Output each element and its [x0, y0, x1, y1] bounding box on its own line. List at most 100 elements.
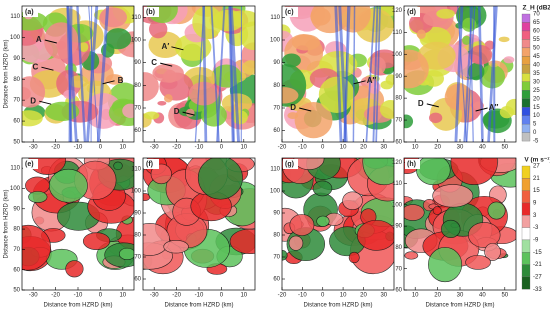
x-tick-label: 10 [119, 293, 126, 299]
colorbar-segment [521, 215, 531, 228]
annotation-arrow [353, 80, 366, 85]
echo-blob [294, 102, 333, 139]
panel-label: (f) [146, 161, 153, 168]
annotation-arrow [299, 107, 312, 112]
y-tick-label: 100 [392, 52, 403, 58]
echo-blob [484, 243, 501, 261]
x-tick-label: 30 [380, 145, 387, 151]
colorbar-tick-label: 0 [533, 130, 537, 136]
y-tick-label: 80 [273, 83, 280, 89]
annotation: C [33, 62, 39, 71]
radial-streak [352, 6, 356, 142]
y-tick-label: 110 [131, 15, 141, 21]
radial-streak [66, 6, 73, 142]
x-tick-label: -10 [195, 293, 204, 299]
y-tick-label: 90 [134, 60, 141, 66]
echo-blob [462, 35, 471, 46]
x-tick-label: 20 [434, 293, 441, 299]
annotation-arrow [475, 107, 488, 112]
x-tick-label: 0 [220, 293, 224, 299]
radial-streak [229, 6, 241, 142]
colorbar-tick-label: -33 [533, 287, 542, 293]
echo-blob [362, 158, 394, 186]
echo-blob [201, 103, 227, 127]
x-tick-label: 50 [501, 145, 508, 151]
colorbar-tick-label: 3 [533, 213, 537, 219]
annotation-arrow [426, 103, 439, 108]
y-tick-label: 100 [131, 189, 142, 195]
echo-blob [404, 251, 419, 260]
echo-blob [416, 158, 451, 186]
echo-blob [380, 80, 394, 90]
colorbar-tick-label: 15 [533, 105, 540, 111]
colorbar-segment [521, 90, 531, 99]
radial-streak [465, 6, 476, 142]
echo-blob [432, 184, 474, 208]
panel-label-bg [23, 159, 38, 169]
radial-streak [96, 6, 110, 142]
y-tick-label: 70 [395, 266, 402, 272]
colorbar-tick-label: -21 [533, 262, 542, 268]
colorbar-tick-label: 15 [533, 188, 540, 194]
echo-blob [379, 99, 394, 119]
echo-blob [293, 158, 325, 171]
colorbar-tick-label: 40 [533, 62, 540, 68]
echo-blob [428, 112, 443, 124]
y-tick-label: 90 [13, 206, 20, 212]
colorbar-segment [521, 13, 531, 23]
annotation-arrow [39, 100, 52, 105]
x-tick-label: 20 [360, 145, 367, 151]
radial-streak [88, 6, 99, 142]
x-tick-label: 50 [501, 293, 508, 299]
y-tick-label: 100 [131, 38, 142, 44]
y-tick-label: 60 [134, 128, 141, 134]
echo-blob [465, 255, 491, 270]
y-tick-label: 70 [13, 98, 20, 104]
echo-blob [404, 204, 425, 221]
annotation-arrow [182, 111, 195, 116]
y-axis-label: Distance from HZRD (km) [4, 189, 10, 258]
echo-blob [467, 222, 501, 248]
x-tick-label: 40 [479, 145, 486, 151]
annotation: A [36, 35, 42, 44]
echo-blob [143, 223, 170, 256]
colorbar-tick-label: 25 [533, 88, 540, 94]
echo-blob [416, 29, 426, 39]
y-tick-label: 90 [395, 224, 402, 230]
echo-blob [79, 42, 89, 53]
y-tick-label: 80 [134, 83, 141, 89]
y-tick-label: 60 [273, 277, 280, 283]
echo-blob [436, 8, 455, 19]
y-tick-label: 70 [13, 247, 20, 253]
radar-field [282, 6, 394, 142]
x-tick-label: -10 [74, 293, 83, 299]
colorbar-tick-label: -9 [533, 237, 539, 243]
y-tick-label: 80 [13, 77, 20, 83]
x-axis-label: Distance from HZRD (km) [425, 303, 494, 309]
y-tick-label: 60 [395, 140, 402, 146]
y-tick-label: 70 [134, 255, 141, 261]
panel-label-bg [144, 7, 159, 17]
colorbar-tick-label: -15 [533, 250, 542, 256]
echo-blob [356, 219, 394, 251]
radial-streak [86, 6, 99, 142]
radial-streak [216, 6, 226, 142]
colorbar-segment [521, 202, 531, 216]
y-tick-label: 110 [392, 30, 402, 36]
x-tick-label: -20 [278, 293, 287, 299]
y-tick-label: 80 [134, 233, 141, 239]
y-tick-label: 110 [10, 166, 20, 172]
x-axis-label: Distance from HZRD (km) [303, 303, 372, 309]
echo-blob [335, 6, 371, 33]
panel-label: (d) [407, 9, 416, 16]
echo-blob [289, 214, 315, 236]
x-tick-label: 0 [99, 145, 103, 151]
panel-label: (a) [25, 9, 34, 16]
colorbar-tick-label: 30 [533, 79, 540, 85]
echo-blob [404, 49, 429, 89]
annotation-arrow [41, 66, 54, 71]
annotation: A″ [367, 76, 377, 85]
colorbar-tick-label: -27 [533, 274, 542, 280]
radar-field [22, 158, 134, 278]
